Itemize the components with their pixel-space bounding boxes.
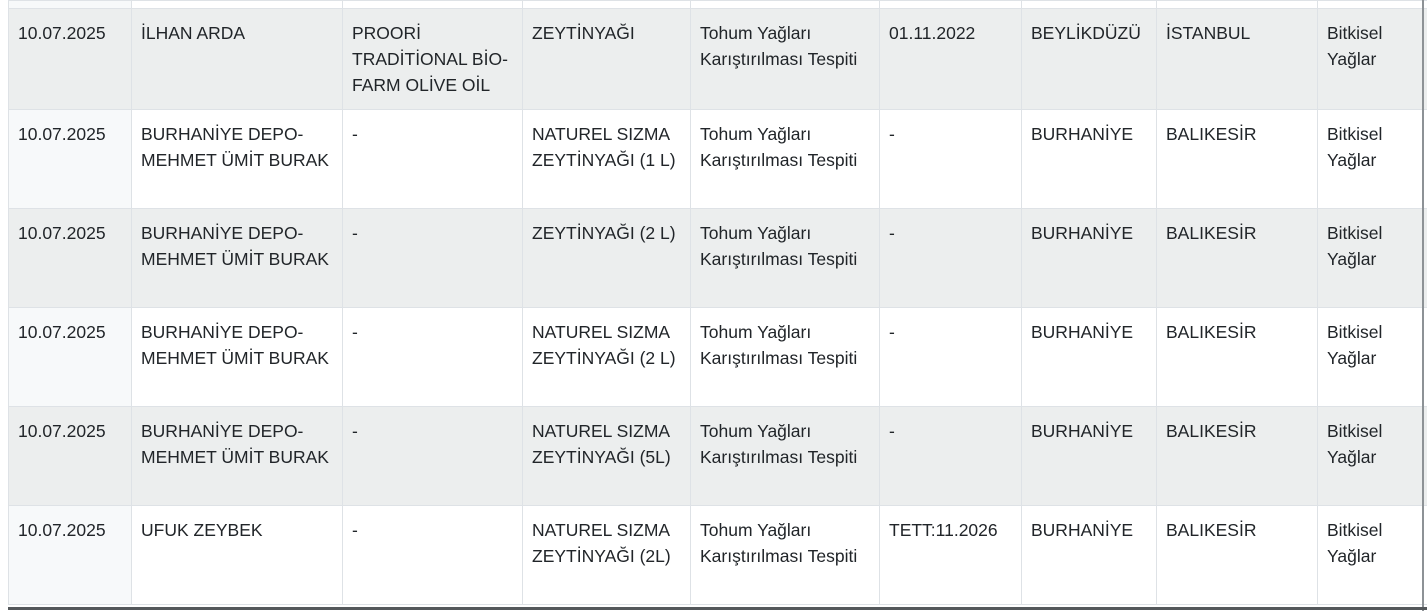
cell-product: ZEYTİNYAĞI xyxy=(522,8,691,110)
cell-lot_or_expiry xyxy=(879,0,1022,9)
cell-province: BALIKESİR xyxy=(1156,505,1318,605)
cell-category: Bitkisel Yağlar xyxy=(1317,505,1427,605)
cell-category: Bitkisel Yağlar xyxy=(1317,406,1427,506)
cell-date: 10.07.2025 xyxy=(8,208,132,308)
cell-finding xyxy=(690,0,880,9)
table-row: 10.07.2025 BURHANİYE DEPO-MEHMET ÜMİT BUR… xyxy=(8,307,1427,407)
cell-firm: BURHANİYE DEPO-MEHMET ÜMİT BURAK xyxy=(131,307,343,407)
cell-brand: - xyxy=(342,406,523,506)
cell-firm: İLHAN ARDA xyxy=(131,8,343,110)
cell-product: NATUREL SIZMA ZEYTİNYAĞI (1 L) xyxy=(522,109,691,209)
cell-brand: - xyxy=(342,109,523,209)
cell-province: BALIKESİR xyxy=(1156,109,1318,209)
cell-province xyxy=(1156,0,1318,9)
cell-district: BURHANİYE xyxy=(1021,109,1157,209)
table-row: 10.07.2025 İLHAN ARDA PROORİ TRADİTİONAL B… xyxy=(8,8,1427,110)
cell-lot_or_expiry: 01.11.2022 xyxy=(879,8,1022,110)
cell-brand: PROORİ TRADİTİONAL BİO-FARM OLİVE OİL xyxy=(342,8,523,110)
cell-product: ZEYTİNYAĞI (2 L) xyxy=(522,208,691,308)
cell-finding: Tohum Yağları Karıştırılması Tespiti xyxy=(690,406,880,506)
cell-brand: - xyxy=(342,208,523,308)
cell-district: BURHANİYE xyxy=(1021,406,1157,506)
table-body: 10.07.2025 İLHAN ARDA PROORİ TRADİTİONAL B… xyxy=(8,0,1427,605)
cell-province: BALIKESİR xyxy=(1156,406,1318,506)
cell-firm xyxy=(131,0,343,9)
cell-date: 10.07.2025 xyxy=(8,505,132,605)
table-row: 10.07.2025 BURHANİYE DEPO-MEHMET ÜMİT BUR… xyxy=(8,109,1427,209)
cut-off-previous-row xyxy=(8,0,1427,9)
cell-brand: - xyxy=(342,307,523,407)
cell-province: İSTANBUL xyxy=(1156,8,1318,110)
cell-product: NATUREL SIZMA ZEYTİNYAĞI (2 L) xyxy=(522,307,691,407)
cell-brand xyxy=(342,0,523,9)
cell-district xyxy=(1021,0,1157,9)
cell-finding: Tohum Yağları Karıştırılması Tespiti xyxy=(690,307,880,407)
cell-date xyxy=(8,0,132,9)
horizontal-scrollbar[interactable] xyxy=(8,607,1427,610)
cell-date: 10.07.2025 xyxy=(8,8,132,110)
cell-district: BURHANİYE xyxy=(1021,307,1157,407)
cell-category xyxy=(1317,0,1427,9)
cell-category: Bitkisel Yağlar xyxy=(1317,307,1427,407)
cell-finding: Tohum Yağları Karıştırılması Tespiti xyxy=(690,505,880,605)
cell-lot_or_expiry: - xyxy=(879,406,1022,506)
cell-finding: Tohum Yağları Karıştırılması Tespiti xyxy=(690,8,880,110)
cell-province: BALIKESİR xyxy=(1156,307,1318,407)
cell-firm: UFUK ZEYBEK xyxy=(131,505,343,605)
cell-finding: Tohum Yağları Karıştırılması Tespiti xyxy=(690,109,880,209)
cell-lot_or_expiry: - xyxy=(879,208,1022,308)
cell-product: NATUREL SIZMA ZEYTİNYAĞI (2L) xyxy=(522,505,691,605)
cell-date: 10.07.2025 xyxy=(8,109,132,209)
cell-district: BURHANİYE xyxy=(1021,505,1157,605)
cell-date: 10.07.2025 xyxy=(8,307,132,407)
cell-lot_or_expiry: - xyxy=(879,109,1022,209)
table-row: 10.07.2025 BURHANİYE DEPO-MEHMET ÜMİT BUR… xyxy=(8,208,1427,308)
cell-lot_or_expiry: TETT:11.2026 xyxy=(879,505,1022,605)
cell-product xyxy=(522,0,691,9)
table-row: 10.07.2025 UFUK ZEYBEK - NATUREL SIZMA ZEYT… xyxy=(8,505,1427,605)
cell-category: Bitkisel Yağlar xyxy=(1317,208,1427,308)
cell-province: BALIKESİR xyxy=(1156,208,1318,308)
cell-finding: Tohum Yağları Karıştırılması Tespiti xyxy=(690,208,880,308)
cell-firm: BURHANİYE DEPO-MEHMET ÜMİT BURAK xyxy=(131,406,343,506)
cell-category: Bitkisel Yağlar xyxy=(1317,8,1427,110)
vertical-scrollbar[interactable] xyxy=(1422,0,1424,611)
cell-brand: - xyxy=(342,505,523,605)
cell-firm: BURHANİYE DEPO-MEHMET ÜMİT BURAK xyxy=(131,208,343,308)
cell-district: BURHANİYE xyxy=(1021,208,1157,308)
cell-lot_or_expiry: - xyxy=(879,307,1022,407)
cell-date: 10.07.2025 xyxy=(8,406,132,506)
cell-district: BEYLİKDÜZÜ xyxy=(1021,8,1157,110)
cell-category: Bitkisel Yağlar xyxy=(1317,109,1427,209)
cell-firm: BURHANİYE DEPO-MEHMET ÜMİT BURAK xyxy=(131,109,343,209)
table-row: 10.07.2025 BURHANİYE DEPO-MEHMET ÜMİT BUR… xyxy=(8,406,1427,506)
cell-product: NATUREL SIZMA ZEYTİNYAĞI (5L) xyxy=(522,406,691,506)
records-table: 10.07.2025 İLHAN ARDA PROORİ TRADİTİONAL B… xyxy=(8,0,1427,605)
